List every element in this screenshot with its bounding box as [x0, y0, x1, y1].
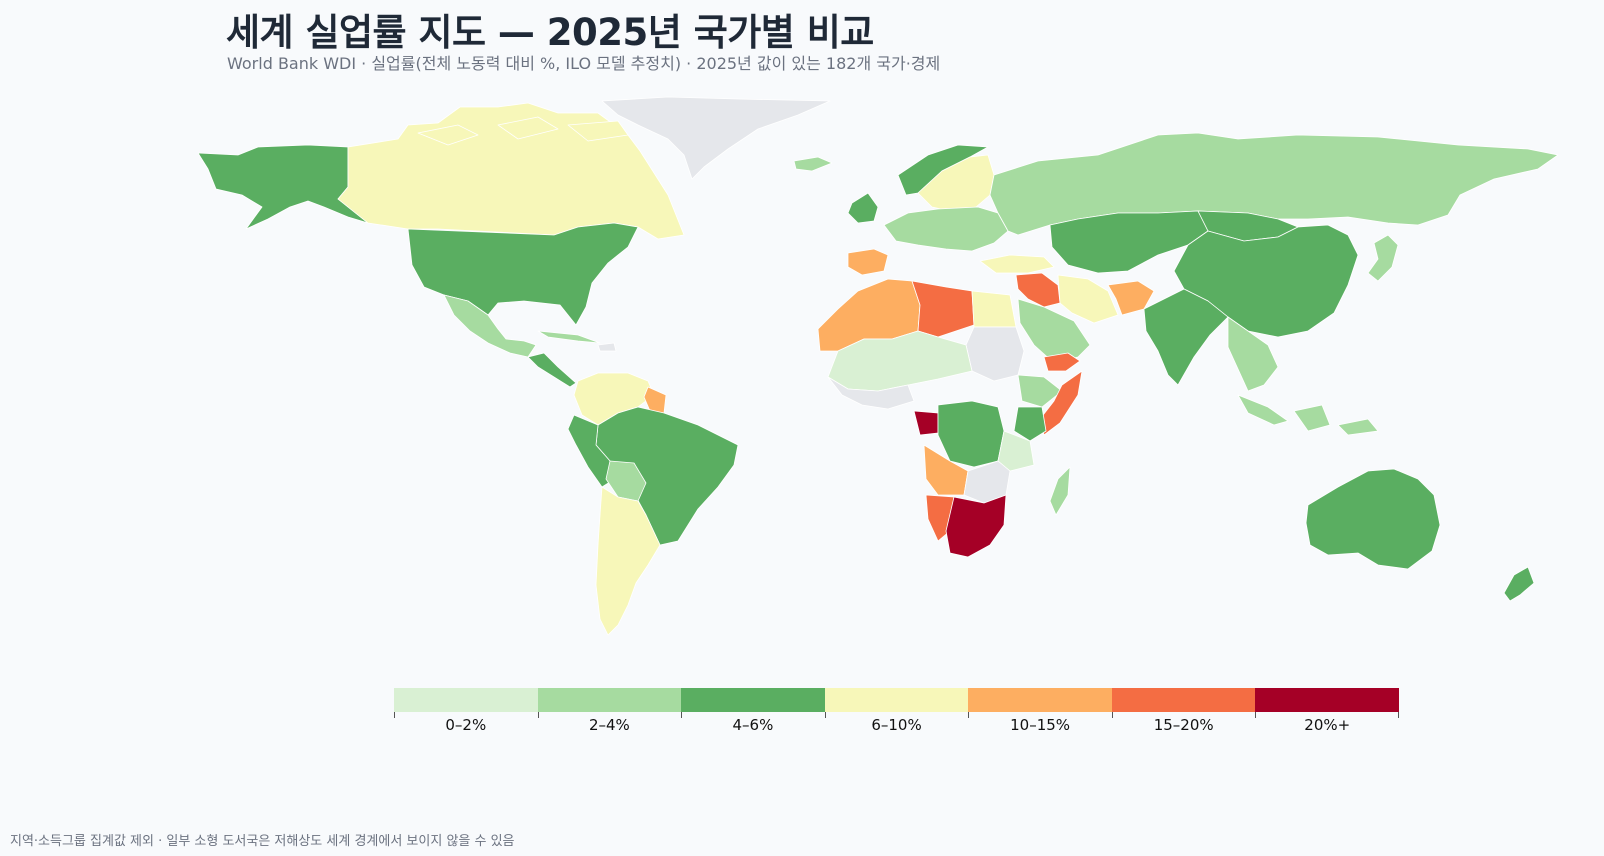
legend-label: 15–20%	[1153, 716, 1214, 734]
region-greenland[interactable]	[601, 96, 831, 180]
legend-bin-2-4: 2–4%	[537, 688, 682, 734]
region-south-africa[interactable]	[945, 494, 1007, 558]
region-dr-congo[interactable]	[937, 400, 1005, 468]
legend-label: 10–15%	[1010, 716, 1071, 734]
region-libya[interactable]	[911, 280, 975, 338]
region-cuba[interactable]	[537, 330, 601, 344]
legend-bin-15-20: 15–20%	[1111, 688, 1256, 734]
region-yemen[interactable]	[1043, 352, 1081, 372]
region-hispaniola[interactable]	[597, 342, 617, 352]
region-india[interactable]	[1143, 288, 1229, 386]
region-kenya[interactable]	[1013, 406, 1047, 442]
legend-label: 6–10%	[871, 716, 922, 734]
legend-swatch	[394, 688, 538, 712]
region-japan[interactable]	[1367, 234, 1399, 282]
region-iran[interactable]	[1057, 274, 1119, 324]
region-ethiopia[interactable]	[1017, 374, 1063, 408]
region-alaska[interactable]	[198, 144, 369, 230]
region-united-states[interactable]	[407, 222, 639, 326]
region-argentina-chile[interactable]	[595, 486, 661, 636]
legend-bin-0-2: 0–2%	[394, 688, 538, 734]
region-australia[interactable]	[1305, 468, 1441, 570]
legend-label: 20%+	[1304, 716, 1351, 734]
map-title: 세계 실업률 지도 — 2025년 국가별 비교	[226, 11, 874, 54]
legend-bin-4-6: 4–6%	[681, 688, 825, 734]
legend-label: 2–4%	[588, 716, 630, 734]
legend: 0–2% 2–4% 4–6% 6–10% 10–15% 15–20% 20%+	[394, 688, 1400, 734]
region-iraq-syria[interactable]	[1015, 272, 1061, 308]
region-saudi-arabia[interactable]	[1017, 298, 1091, 364]
legend-swatch	[968, 688, 1112, 712]
legend-swatch	[1111, 688, 1256, 712]
region-new-zealand[interactable]	[1503, 566, 1535, 602]
legend-label: 0–2%	[445, 716, 487, 734]
region-southeast-asia[interactable]	[1227, 316, 1279, 392]
region-united-kingdom[interactable]	[847, 192, 879, 224]
legend-label: 4–6%	[732, 716, 774, 734]
region-canada-islands[interactable]	[417, 116, 629, 146]
region-tanzania[interactable]	[997, 430, 1035, 472]
region-central-america[interactable]	[527, 352, 577, 388]
region-central-europe[interactable]	[883, 206, 1009, 252]
region-madagascar[interactable]	[1049, 466, 1071, 516]
region-mexico[interactable]	[443, 294, 537, 358]
legend-bin-20-plus: 20%+	[1255, 688, 1400, 734]
region-egypt[interactable]	[971, 290, 1017, 328]
legend-swatch	[1255, 688, 1400, 712]
region-gabon[interactable]	[913, 410, 939, 436]
world-choropleth-map	[198, 96, 1559, 636]
legend-bin-10-15: 10–15%	[968, 688, 1112, 734]
region-spain[interactable]	[847, 248, 889, 276]
legend-swatch	[537, 688, 682, 712]
footnote: 지역·소득그룹 집계값 제외 · 일부 소형 도서국은 저해상도 세계 경계에서…	[10, 834, 515, 849]
map-subtitle: World Bank WDI · 실업률(전체 노동력 대비 %, ILO 모델…	[227, 54, 941, 73]
region-sudan[interactable]	[965, 326, 1025, 382]
region-turkey[interactable]	[979, 254, 1055, 274]
region-iceland[interactable]	[793, 156, 833, 172]
legend-bin-6-10: 6–10%	[824, 688, 969, 734]
legend-swatch	[681, 688, 825, 712]
region-west-africa[interactable]	[827, 376, 915, 410]
legend-swatch	[824, 688, 969, 712]
region-indonesia[interactable]	[1237, 394, 1379, 436]
region-somalia[interactable]	[1039, 370, 1083, 436]
